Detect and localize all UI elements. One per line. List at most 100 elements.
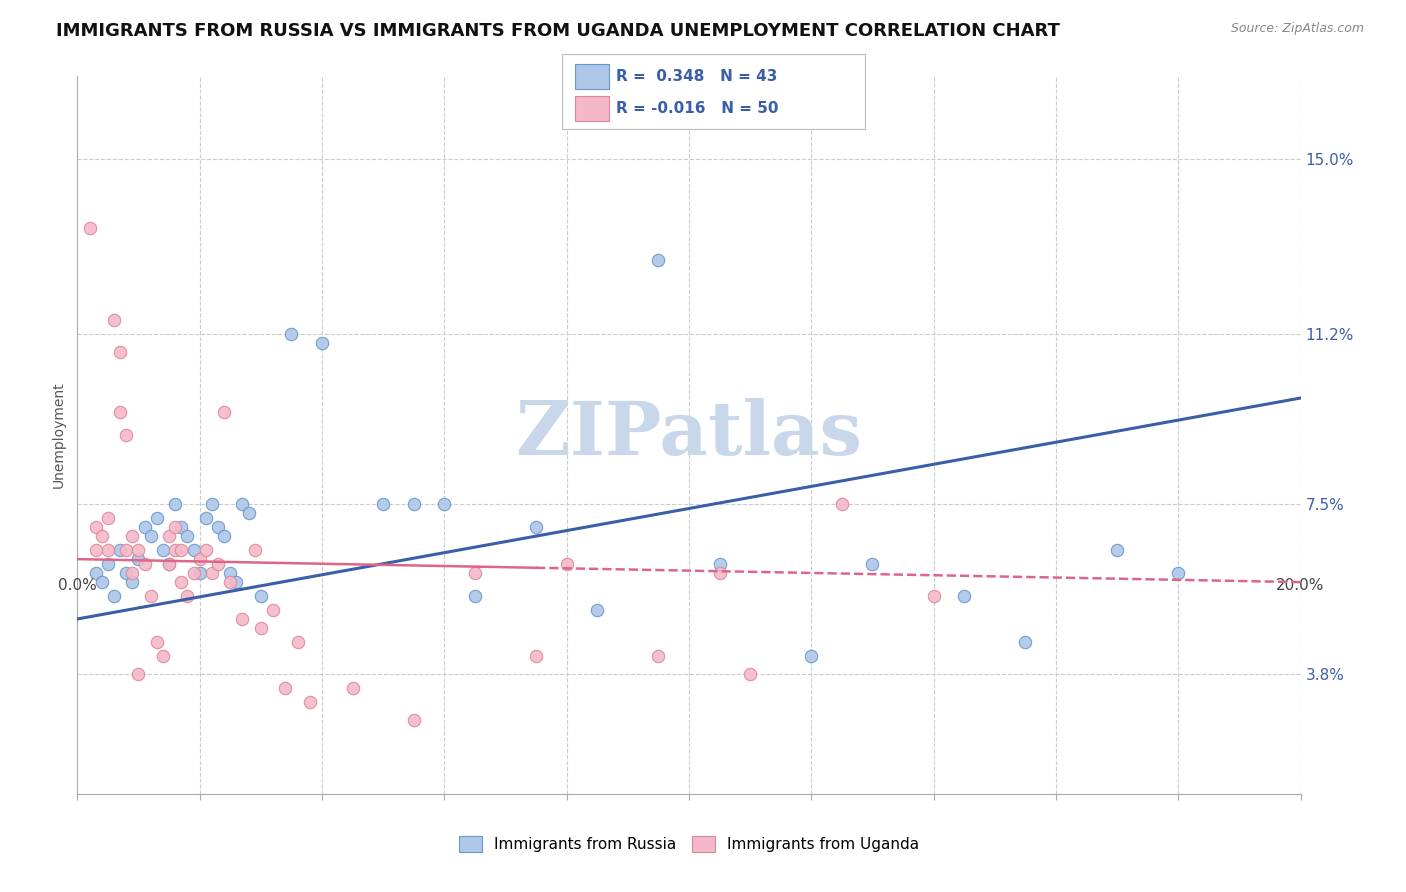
Point <box>207 520 229 534</box>
Point <box>311 335 333 350</box>
Point <box>225 575 247 590</box>
Point <box>121 575 143 590</box>
Point <box>207 557 229 571</box>
Point <box>188 566 211 580</box>
Point <box>121 566 143 580</box>
Point <box>647 648 669 663</box>
Point <box>524 520 547 534</box>
Point <box>953 589 976 603</box>
Point <box>1167 566 1189 580</box>
Point <box>127 543 149 558</box>
Point <box>212 529 235 543</box>
Point <box>170 520 193 534</box>
Point <box>115 566 138 580</box>
Point <box>524 648 547 663</box>
Point <box>262 603 284 617</box>
Point <box>238 506 260 520</box>
Point <box>800 648 823 663</box>
Point <box>464 566 486 580</box>
Text: ZIPatlas: ZIPatlas <box>516 399 862 471</box>
Point <box>108 543 131 558</box>
Point <box>146 635 169 649</box>
Point <box>342 681 364 695</box>
Point <box>90 529 112 543</box>
Point <box>219 566 242 580</box>
Point <box>139 589 162 603</box>
Point <box>79 220 101 235</box>
Point <box>115 543 138 558</box>
Point <box>121 529 143 543</box>
Point <box>97 510 120 524</box>
Point <box>115 428 138 442</box>
Text: 0.0%: 0.0% <box>58 579 97 593</box>
Point <box>84 543 107 558</box>
Point <box>97 543 120 558</box>
Point <box>157 529 180 543</box>
Point <box>165 543 187 558</box>
Text: IMMIGRANTS FROM RUSSIA VS IMMIGRANTS FROM UGANDA UNEMPLOYMENT CORRELATION CHART: IMMIGRANTS FROM RUSSIA VS IMMIGRANTS FRO… <box>56 22 1060 40</box>
Point <box>433 497 456 511</box>
Text: R = -0.016   N = 50: R = -0.016 N = 50 <box>616 102 779 116</box>
Point <box>298 695 321 709</box>
Point <box>84 520 107 534</box>
Point <box>402 497 425 511</box>
Point <box>176 589 198 603</box>
Point <box>402 713 425 727</box>
Point <box>194 543 217 558</box>
Point <box>127 667 149 681</box>
Point <box>647 252 669 267</box>
Point <box>157 557 180 571</box>
Point <box>250 621 273 635</box>
Point <box>165 497 187 511</box>
Point <box>108 345 131 359</box>
Point <box>157 557 180 571</box>
Point <box>152 543 174 558</box>
Point <box>90 575 112 590</box>
Point <box>922 589 945 603</box>
Point <box>219 575 242 590</box>
Point <box>183 566 205 580</box>
Point <box>139 529 162 543</box>
Point <box>165 520 187 534</box>
Text: 20.0%: 20.0% <box>1277 579 1324 593</box>
Point <box>464 589 486 603</box>
Point <box>274 681 297 695</box>
Point <box>170 575 193 590</box>
Point <box>170 543 193 558</box>
Point <box>194 510 217 524</box>
Point <box>201 497 224 511</box>
Point <box>188 552 211 566</box>
Point <box>231 497 253 511</box>
Point <box>152 648 174 663</box>
Text: Source: ZipAtlas.com: Source: ZipAtlas.com <box>1230 22 1364 36</box>
Point <box>586 603 609 617</box>
Point <box>231 612 253 626</box>
Point <box>371 497 394 511</box>
Legend: Immigrants from Russia, Immigrants from Uganda: Immigrants from Russia, Immigrants from … <box>453 830 925 858</box>
Point <box>103 312 125 326</box>
Point <box>176 529 198 543</box>
Point <box>97 557 120 571</box>
Point <box>1014 635 1036 649</box>
Point <box>287 635 309 649</box>
Point <box>183 543 205 558</box>
Point <box>555 557 578 571</box>
Point <box>108 405 131 419</box>
Point <box>280 326 302 341</box>
Point <box>740 667 762 681</box>
Point <box>250 589 273 603</box>
Point <box>831 497 853 511</box>
Point <box>709 557 731 571</box>
Point <box>709 566 731 580</box>
Point <box>862 557 884 571</box>
Point <box>212 405 235 419</box>
Point <box>84 566 107 580</box>
Point <box>134 520 156 534</box>
Point <box>243 543 266 558</box>
Point <box>146 510 169 524</box>
Point <box>1107 543 1129 558</box>
Text: R =  0.348   N = 43: R = 0.348 N = 43 <box>616 70 778 84</box>
Point <box>127 552 149 566</box>
Y-axis label: Unemployment: Unemployment <box>52 382 66 488</box>
Point <box>201 566 224 580</box>
